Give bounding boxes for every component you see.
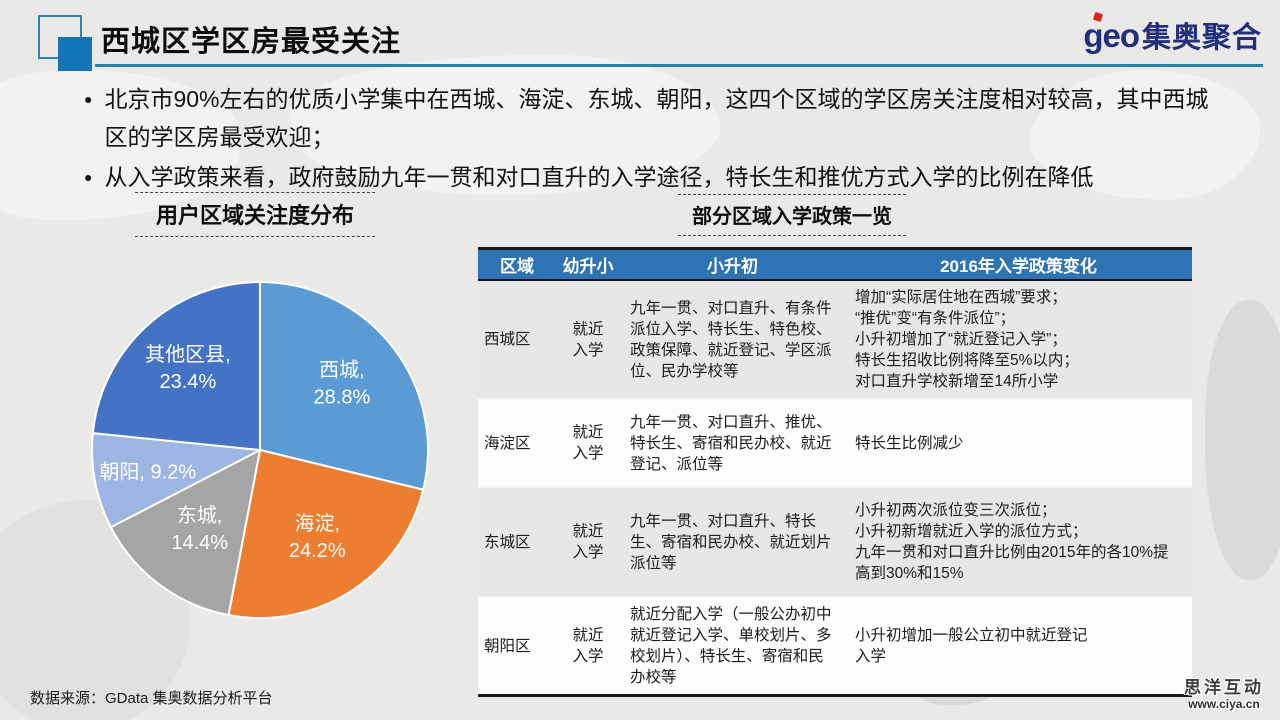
data-source-note: 数据来源：GData 集奥数据分析平台 [30, 690, 273, 707]
table-cell: 九年一贯、对口直升、特长生、寄宿和民办校、就近划片派位等 [630, 512, 832, 572]
vendor-watermark-url: www.ciya.cn [1188, 696, 1260, 711]
pie-slice-1 [259, 280, 429, 491]
brand-logo: geo 集奥聚合 [1083, 11, 1262, 56]
table-row-海淀区: 海淀区 就近入学 九年一贯、对口直升、推优、特长生、寄宿和民办校、就近登记、派位等 特… [478, 398, 1192, 486]
table-header-cell: 2016年入学政策变化 [940, 257, 1097, 276]
pie-slice-4 [91, 432, 264, 529]
table-cell: 海淀区 [484, 434, 531, 452]
map-watermark [290, 55, 720, 195]
table-cell: 就近入学 [572, 627, 604, 665]
pie-chart: 西城, 28.8% 海淀, 24.2% 东城, 14.4% 朝阳, 9.2% 其他区县, 23.… [91, 280, 429, 619]
pie-slice-label: 其他区县, 23.4% [145, 343, 231, 393]
table-row-西城区: 西城区 就近入学 九年一贯、对口直升、有条件派位入学、特长生、特色校、政策保障、就近… [478, 281, 1192, 398]
title-divider [95, 64, 1263, 67]
pie-slice-2 [227, 448, 425, 619]
pie-slice-label: 海淀, 24.2% [289, 512, 346, 562]
table-cell: 九年一贯、对口直升、推优、特长生、寄宿和民办校、就近登记、派位等 [630, 413, 832, 473]
map-watermark [1205, 300, 1280, 580]
table-cell: 朝阳区 [484, 637, 531, 655]
brand-logo-cn: 集奥聚合 [1141, 22, 1262, 54]
bullet-item: 北京市90%左右的优质小学集中在西城、海淀、东城、朝阳，这四个区域的学区房关注度… [84, 80, 1224, 156]
table-cell: 就近入学 [572, 320, 604, 359]
map-watermark [1030, 70, 1260, 200]
pie-slice-label: 西城, 28.8% [314, 359, 371, 409]
table-row-东城区: 东城区 就近入学 九年一贯、对口直升、特长生、寄宿和民办校、就近划片派位等 小升初两次… [478, 486, 1192, 596]
pie-slice-label: 东城, 14.4% [171, 504, 228, 554]
bullet-list: 北京市90%左右的优质小学集中在西城、海淀、东城、朝阳，这四个区域的学区房关注度… [84, 80, 1224, 198]
table-cell: 增加“实际居住地在西城”要求； “推优”变“有条件派位”； 小升初增加了“就近登… [855, 289, 1079, 390]
table-cell: 就近入学 [572, 424, 604, 462]
pie-chart-title: 用户区域关注度分布 [135, 192, 375, 237]
pie-slice-5 [91, 280, 261, 452]
table-cell: 小升初增加一般公立初中就近登记 入学 [855, 627, 1088, 665]
pie-slice-label: 朝阳, 9.2% [99, 460, 196, 483]
brand-logo-geo: geo [1083, 17, 1140, 54]
table-header-row: 区域 幼升小 小升初 2016年入学政策变化 [478, 250, 1192, 281]
bullet-dot-icon [84, 158, 104, 196]
bullet-item: 从入学政策来看，政府鼓励九年一贯和对口直升的入学途径，特长生和推优方式入学的比例… [84, 158, 1224, 196]
vendor-watermark: 思洋互动 www.ciya.cn [1184, 678, 1264, 711]
table-cell: 小升初两次派位变三次派位； 小升初新增就近入学的派位方式； 九年一贯和对口直升比… [855, 502, 1169, 582]
table-cell: 西城区 [484, 331, 531, 348]
bullet-dot-icon [84, 80, 104, 118]
table-cell: 特长生比例减少 [855, 434, 964, 452]
table-header-cell: 区域 [500, 257, 534, 276]
table-cell: 就近分配入学（一般公办初中就近登记入学、单校划片、多校划片）、特长生、寄宿和民办… [630, 606, 832, 686]
table-header-cell: 幼升小 [562, 257, 614, 276]
vendor-watermark-name: 思洋互动 [1184, 678, 1264, 697]
page-title: 西城区学区房最受关注 [101, 26, 402, 58]
policy-table-title: 部分区域入学政策一览 [678, 194, 906, 236]
table-cell: 九年一贯、对口直升、有条件派位入学、特长生、特色校、政策保障、就近登记、学区派位… [630, 299, 832, 380]
table-row-朝阳区: 朝阳区 就近入学 就近分配入学（一般公办初中就近登记入学、单校划片、多校划片）、特长… [478, 596, 1192, 694]
bullet-text: 北京市90%左右的优质小学集中在西城、海淀、东城、朝阳，这四个区域的学区房关注度… [104, 86, 1209, 150]
title-marker-square-icon [58, 37, 92, 71]
policy-table: 区域 幼升小 小升初 2016年入学政策变化 西城区 就近入学 九年一贯、对口直升、有条件派… [478, 247, 1192, 697]
bullet-text: 从入学政策来看，政府鼓励九年一贯和对口直升的入学途径，特长生和推优方式入学的比例… [104, 164, 1094, 190]
table-header-cell: 小升初 [707, 257, 758, 276]
pie-slice-3 [109, 448, 262, 617]
table-cell: 就近入学 [572, 523, 604, 561]
table-cell: 东城区 [484, 533, 531, 551]
